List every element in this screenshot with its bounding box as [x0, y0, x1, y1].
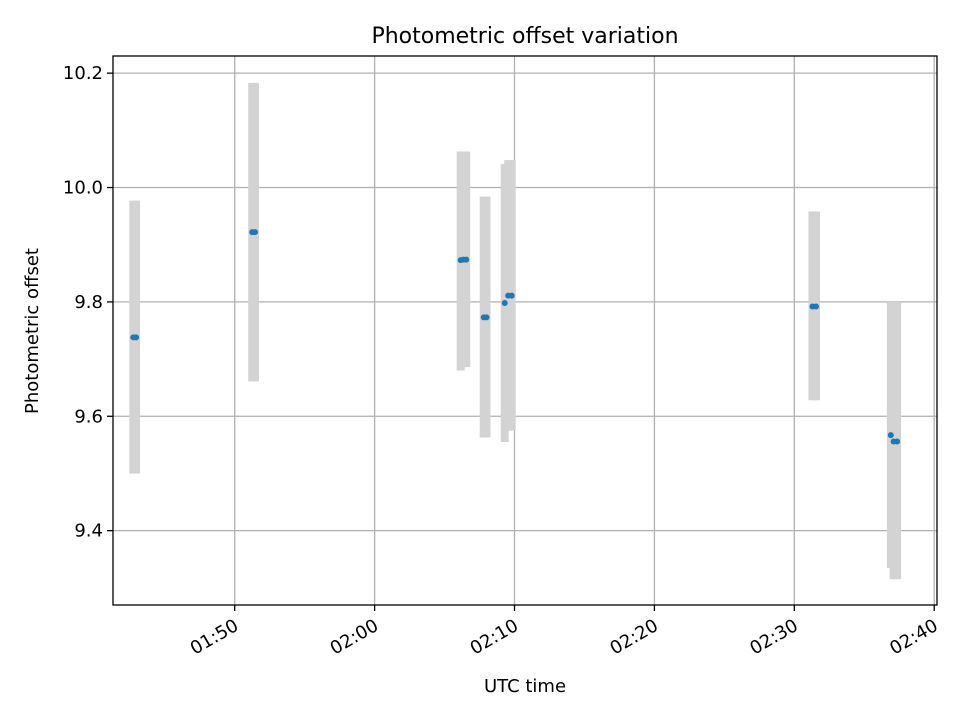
- y-axis-ticks: 9.4 9.6 9.8 10.0 10.2: [63, 63, 113, 542]
- y-tick-label: 9.8: [74, 292, 103, 313]
- data-point: [812, 303, 819, 310]
- y-tick-label: 10.0: [63, 178, 103, 199]
- data-point: [508, 292, 515, 299]
- chart-title: Photometric offset variation: [371, 24, 678, 49]
- data-point: [463, 256, 470, 263]
- y-tick-label: 10.2: [63, 63, 103, 84]
- y-axis-label: Photometric offset: [22, 248, 43, 414]
- data-point: [251, 229, 258, 236]
- data-point: [887, 432, 894, 439]
- data-point: [894, 438, 901, 445]
- x-axis-label: UTC time: [484, 676, 566, 697]
- data-point: [501, 300, 508, 307]
- plot-frame: [112, 55, 938, 606]
- data-points: [130, 229, 901, 445]
- y-tick-label: 9.4: [74, 521, 103, 542]
- data-point: [483, 314, 490, 321]
- y-tick-label: 9.6: [74, 406, 103, 427]
- data-point: [133, 334, 140, 341]
